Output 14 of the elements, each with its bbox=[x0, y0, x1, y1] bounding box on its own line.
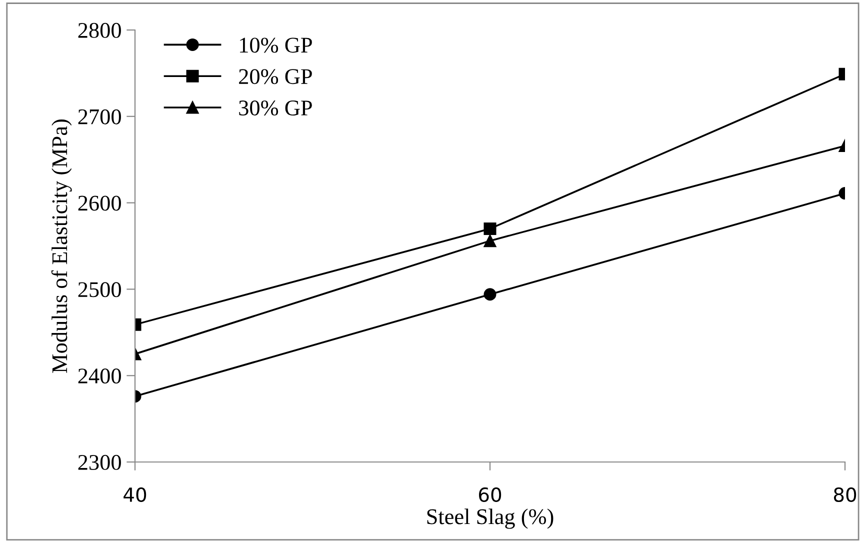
y-tick-label: 2600 bbox=[78, 196, 121, 211]
legend-label: 30% GP bbox=[239, 100, 312, 116]
x-tick-label: 40 bbox=[124, 487, 146, 502]
x-tick-label: 60 bbox=[478, 487, 502, 502]
x-axis-title: Steel Slag (%) bbox=[427, 508, 554, 529]
y-tick-label: 2300 bbox=[78, 454, 121, 470]
legend-label: 20% GP bbox=[239, 69, 312, 84]
y-tick-label: 2700 bbox=[78, 109, 121, 124]
y-tick-label: 2800 bbox=[78, 22, 121, 38]
legend-label: 10% GP bbox=[240, 38, 312, 53]
x-tick-label: 80 bbox=[834, 487, 856, 502]
y-tick-label: 2400 bbox=[78, 368, 121, 384]
y-tick-label: 2500 bbox=[78, 282, 121, 298]
y-axis-title: Modulus of Elasticity (MPa) bbox=[51, 120, 72, 373]
